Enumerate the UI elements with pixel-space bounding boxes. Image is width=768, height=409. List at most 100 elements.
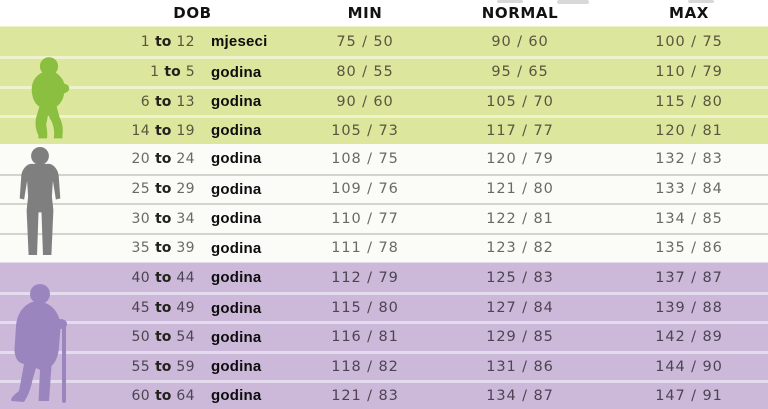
age-range: 50 to 54 bbox=[85, 329, 195, 345]
top-edge-artifact bbox=[557, 0, 589, 4]
age-unit: godina bbox=[211, 150, 262, 168]
age-range: 60 to 64 bbox=[85, 388, 195, 404]
table-row: 50 to 54 godina 116 / 81 129 / 85 142 / 89 bbox=[0, 321, 768, 351]
age-unit: godina bbox=[211, 122, 262, 140]
min-value: 75 / 50 bbox=[336, 33, 394, 50]
table-row: 30 to 34 godina 110 / 77 122 / 81 134 / 85 bbox=[0, 203, 768, 233]
normal-value: 117 / 77 bbox=[486, 122, 554, 139]
age-unit: godina bbox=[211, 180, 262, 198]
toddler-silhouette-icon bbox=[25, 55, 73, 141]
elderly-man-silhouette-icon bbox=[7, 281, 77, 407]
age-from: 14 bbox=[131, 122, 151, 139]
age-connector: to bbox=[155, 181, 172, 198]
age-to: 59 bbox=[176, 358, 195, 375]
age-connector: to bbox=[155, 33, 172, 50]
man-silhouette-icon bbox=[16, 147, 64, 259]
age-to: 24 bbox=[176, 150, 195, 167]
normal-value: 123 / 82 bbox=[486, 240, 554, 257]
max-value: 134 / 85 bbox=[655, 210, 723, 227]
age-to: 39 bbox=[176, 240, 195, 257]
max-value: 135 / 86 bbox=[655, 240, 723, 257]
age-range: 55 to 59 bbox=[85, 359, 195, 375]
normal-value: 125 / 83 bbox=[486, 269, 554, 286]
age-unit: godina bbox=[211, 299, 262, 317]
top-edge-artifact bbox=[688, 0, 714, 3]
min-value: 110 / 77 bbox=[331, 210, 399, 227]
normal-value: 134 / 87 bbox=[486, 387, 554, 404]
age-range: 1 to 12 bbox=[85, 34, 195, 50]
table-row: 45 to 49 godina 115 / 80 127 / 84 139 / 88 bbox=[0, 292, 768, 322]
min-value: 115 / 80 bbox=[331, 300, 399, 317]
min-value: 111 / 78 bbox=[331, 240, 399, 257]
age-connector: to bbox=[155, 122, 172, 139]
age-from: 1 bbox=[140, 33, 151, 50]
age-from: 60 bbox=[131, 387, 151, 404]
max-value: 120 / 81 bbox=[655, 122, 723, 139]
age-to: 49 bbox=[176, 300, 195, 317]
age-unit: mjeseci bbox=[211, 33, 268, 51]
normal-value: 122 / 81 bbox=[486, 210, 554, 227]
age-to: 19 bbox=[176, 122, 195, 139]
age-range: 45 to 49 bbox=[85, 300, 195, 316]
age-to: 44 bbox=[176, 269, 195, 286]
header-max: MAX bbox=[669, 4, 709, 22]
age-range: 14 to 19 bbox=[85, 123, 195, 139]
normal-value: 120 / 79 bbox=[486, 150, 554, 167]
age-connector: to bbox=[155, 269, 172, 286]
table-row: 40 to 44 godina 112 / 79 125 / 83 137 / 87 bbox=[0, 263, 768, 293]
age-to: 29 bbox=[176, 181, 195, 198]
normal-value: 95 / 65 bbox=[491, 64, 549, 81]
age-from: 35 bbox=[131, 240, 151, 257]
normal-value: 131 / 86 bbox=[486, 358, 554, 375]
min-value: 112 / 79 bbox=[331, 269, 399, 286]
min-value: 109 / 76 bbox=[331, 181, 399, 198]
age-connector: to bbox=[155, 358, 172, 375]
age-connector: to bbox=[155, 240, 172, 257]
max-value: 139 / 88 bbox=[655, 300, 723, 317]
min-value: 118 / 82 bbox=[331, 358, 399, 375]
age-range: 20 to 24 bbox=[85, 151, 195, 167]
section-senior: 40 to 44 godina 112 / 79 125 / 83 137 / 87… bbox=[0, 262, 768, 409]
age-from: 25 bbox=[131, 181, 151, 198]
table-header: DOB MIN NORMAL MAX bbox=[0, 0, 768, 26]
header-min: MIN bbox=[347, 4, 383, 22]
min-value: 121 / 83 bbox=[331, 387, 399, 404]
max-value: 133 / 84 bbox=[655, 181, 723, 198]
age-range: 25 to 29 bbox=[85, 181, 195, 197]
normal-value: 129 / 85 bbox=[486, 329, 554, 346]
table-row: 20 to 24 godina 108 / 75 120 / 79 132 / 83 bbox=[0, 144, 768, 174]
table-row: 14 to 19 godina 105 / 73 117 / 77 120 / 81 bbox=[0, 114, 768, 144]
age-connector: to bbox=[155, 329, 172, 346]
age-connector: to bbox=[155, 300, 172, 317]
age-to: 5 bbox=[185, 64, 195, 81]
table-row: 6 to 13 godina 90 / 60 105 / 70 115 / 80 bbox=[0, 85, 768, 115]
max-value: 110 / 79 bbox=[655, 64, 723, 81]
age-unit: godina bbox=[211, 93, 262, 111]
table-row: 55 to 59 godina 118 / 82 131 / 86 144 / 90 bbox=[0, 350, 768, 380]
age-to: 64 bbox=[176, 387, 195, 404]
table-row: 1 to 12 mjeseci 75 / 50 90 / 60 100 / 75 bbox=[0, 27, 768, 57]
min-value: 105 / 73 bbox=[331, 122, 399, 139]
section-child: 1 to 12 mjeseci 75 / 50 90 / 60 100 / 75 1… bbox=[0, 26, 768, 144]
max-value: 142 / 89 bbox=[655, 329, 723, 346]
max-value: 147 / 91 bbox=[655, 387, 723, 404]
section-adult: 20 to 24 godina 108 / 75 120 / 79 132 / 83… bbox=[0, 144, 768, 262]
normal-value: 127 / 84 bbox=[486, 300, 554, 317]
age-unit: godina bbox=[211, 358, 262, 376]
age-to: 13 bbox=[176, 93, 195, 110]
max-value: 137 / 87 bbox=[655, 269, 723, 286]
age-from: 40 bbox=[131, 269, 151, 286]
age-range: 30 to 34 bbox=[85, 211, 195, 227]
table-row: 25 to 29 godina 109 / 76 121 / 80 133 / 84 bbox=[0, 173, 768, 203]
age-from: 45 bbox=[131, 300, 151, 317]
age-unit: godina bbox=[211, 239, 262, 257]
max-value: 144 / 90 bbox=[655, 358, 723, 375]
header-normal: NORMAL bbox=[481, 4, 559, 22]
age-connector: to bbox=[164, 64, 181, 81]
normal-value: 121 / 80 bbox=[486, 181, 554, 198]
age-connector: to bbox=[155, 387, 172, 404]
age-connector: to bbox=[155, 150, 172, 167]
age-unit: godina bbox=[211, 269, 262, 287]
normal-value: 90 / 60 bbox=[491, 33, 549, 50]
